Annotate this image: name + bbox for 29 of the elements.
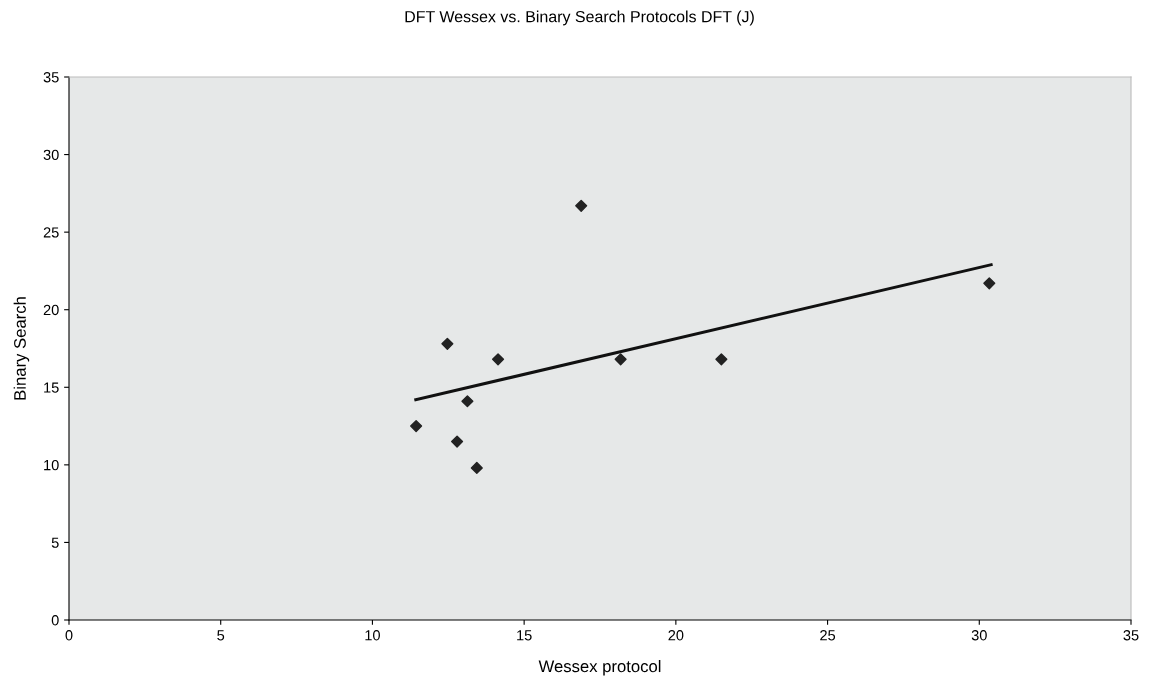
point (983, 277, 996, 290)
y-tick-label: 35 (43, 72, 59, 83)
point (441, 337, 454, 350)
point (575, 199, 588, 212)
x-tick-label: 5 (217, 630, 225, 641)
y-tick-label: 5 (51, 537, 59, 548)
x-tick-label: 0 (65, 630, 73, 641)
point (614, 353, 627, 366)
x-tick-label: 35 (1123, 630, 1139, 641)
x-tick-label: 15 (517, 630, 532, 641)
y-tick-label: 10 (44, 459, 59, 471)
point (451, 435, 464, 448)
y-tick-label: 0 (51, 615, 59, 626)
x-tick-label: 20 (668, 630, 684, 641)
y-axis-title: Binary Search (13, 297, 30, 400)
x-tick-label: 10 (365, 630, 380, 641)
y-tick-label: 25 (43, 227, 59, 238)
y-tick-label: 20 (43, 304, 59, 316)
y-tick-label: 30 (43, 149, 59, 160)
point (491, 353, 505, 366)
point (461, 395, 474, 408)
point (470, 461, 483, 475)
point (410, 419, 423, 433)
point (715, 353, 728, 366)
chart-title: DFT Wessex vs. Binary Search Protocols DFT (J) (405, 10, 754, 26)
x-axis-title: Wessex protocol (538, 659, 661, 676)
x-tick-label: 30 (971, 630, 987, 641)
x-tick-label: 25 (820, 630, 836, 641)
y-tick-label: 15 (44, 382, 59, 393)
